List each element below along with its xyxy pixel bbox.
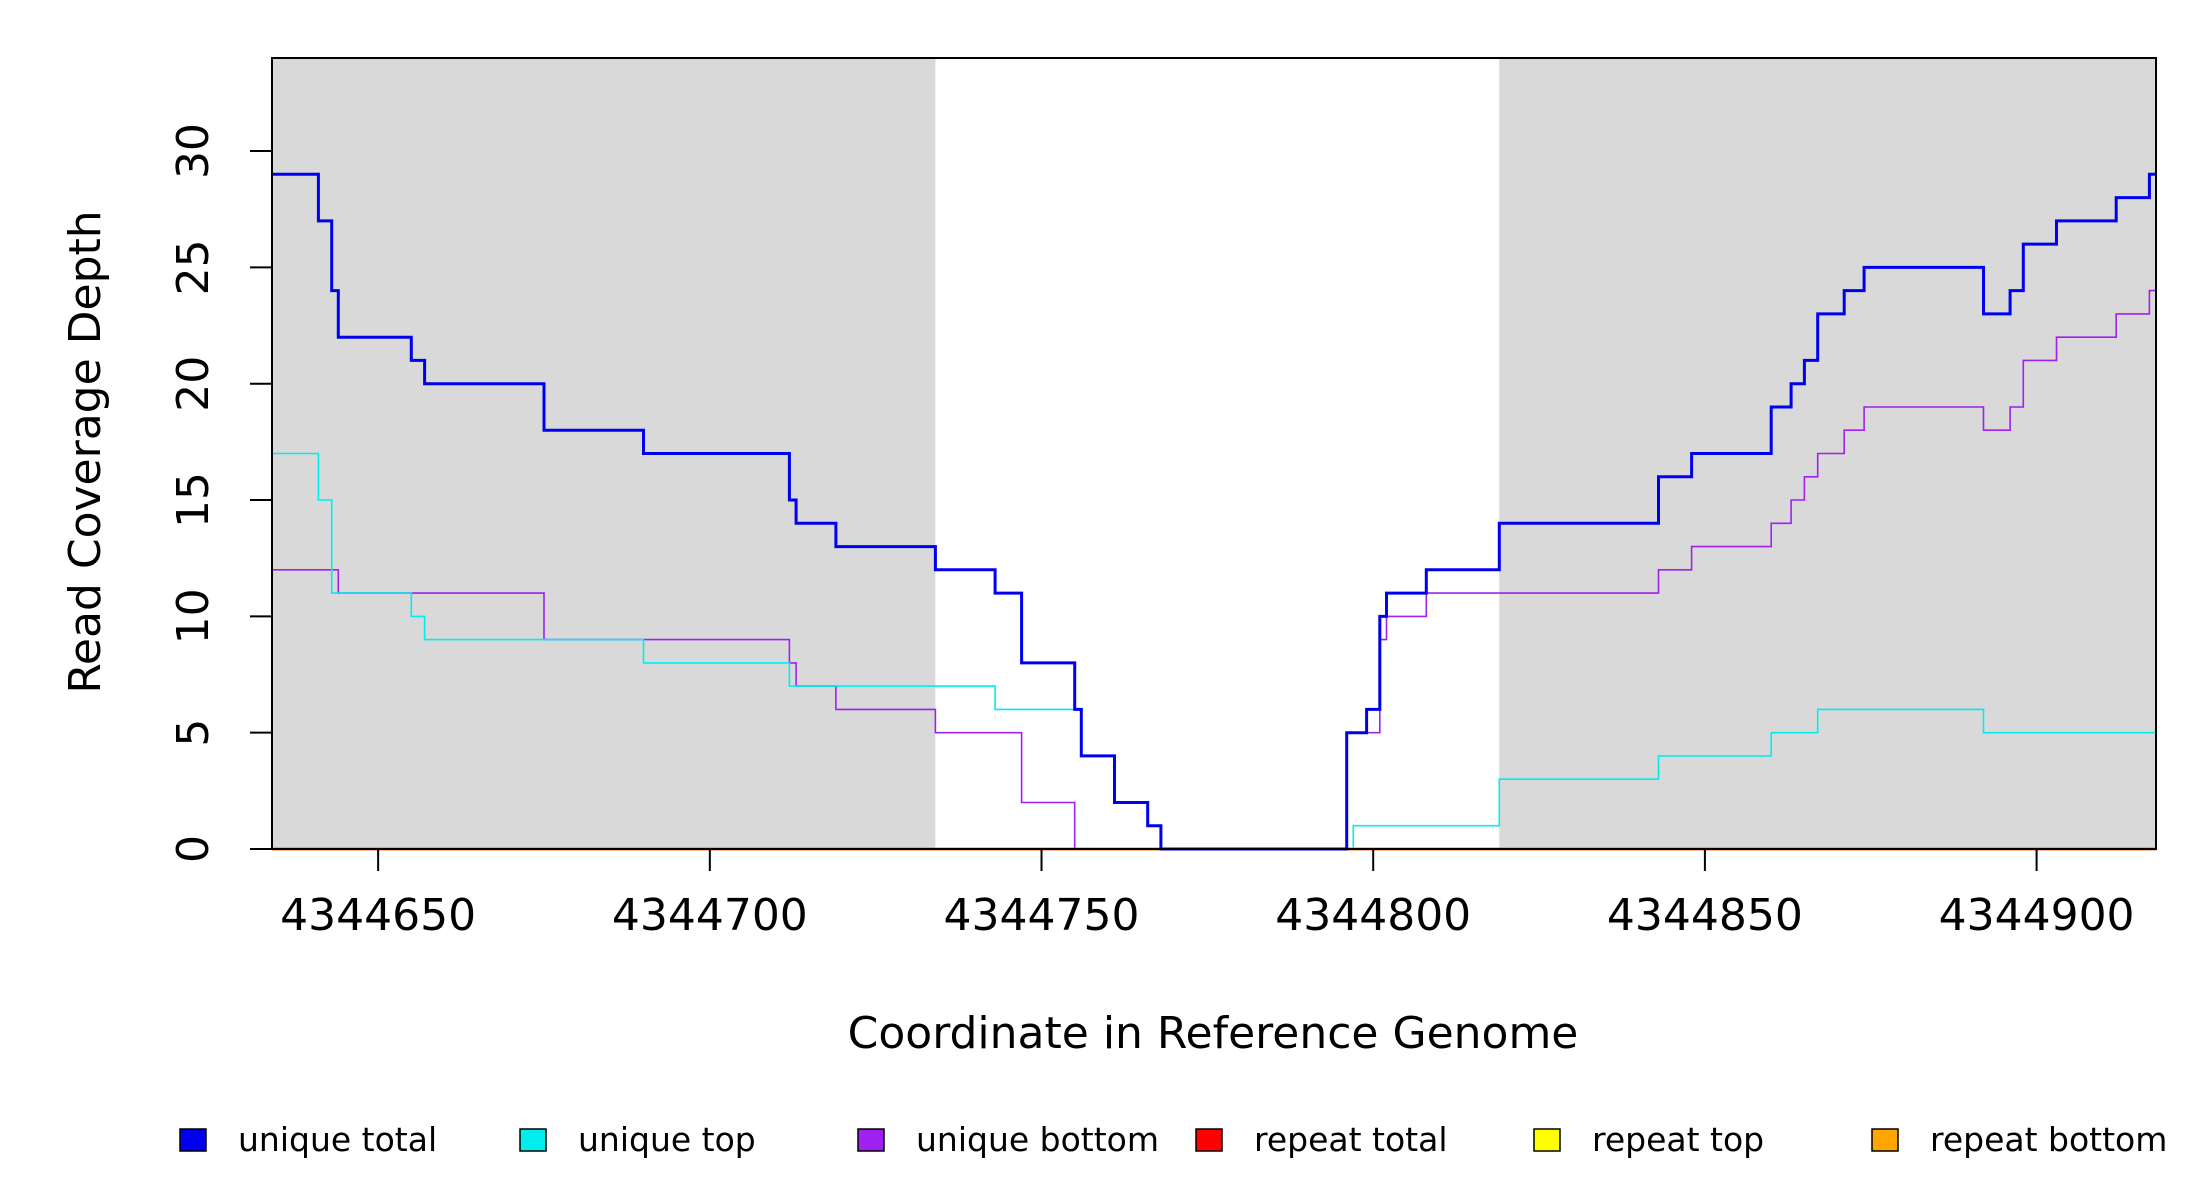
legend-swatch-unique-total: [179, 1128, 207, 1152]
legend-label-unique-bottom: unique bottom: [916, 1120, 1159, 1159]
y-tick-label: 10: [168, 588, 219, 644]
legend-swatch-unique-top: [519, 1128, 547, 1152]
shaded-region-0: [272, 58, 936, 849]
x-tick-label: 4344900: [1939, 890, 2135, 941]
y-tick-label: 5: [168, 719, 219, 747]
y-tick-label: 15: [168, 472, 219, 528]
plot-frame: [271, 57, 2157, 850]
legend-swatch-unique-bottom: [857, 1128, 885, 1152]
x-tick-label: 4344850: [1607, 890, 1803, 941]
legend-swatch-repeat-top: [1533, 1128, 1561, 1152]
y-tick-label: 20: [168, 356, 219, 412]
legend-label-repeat-top: repeat top: [1592, 1120, 1764, 1159]
legend-swatch-repeat-total: [1195, 1128, 1223, 1152]
y-tick-label: 25: [168, 239, 219, 295]
legend-label-unique-total: unique total: [238, 1120, 437, 1159]
x-axis-title: Coordinate in Reference Genome: [848, 1008, 1579, 1059]
y-tick-label: 30: [168, 123, 219, 179]
y-tick-label: 0: [168, 835, 219, 863]
y-axis: 0 5 10 15 20 25 30: [168, 123, 272, 863]
y-axis-title: Read Coverage Depth: [60, 210, 111, 693]
x-tick-label: 4344750: [944, 890, 1140, 941]
shaded-regions: [272, 58, 2156, 849]
x-axis: 4344650 4344700 4344750 4344800 4344850 43449…: [280, 849, 2135, 941]
x-tick-label: 4344650: [280, 890, 476, 941]
legend-label-unique-top: unique top: [578, 1120, 756, 1159]
x-tick-label: 4344700: [612, 890, 808, 941]
legend: unique total unique top unique bottom repea…: [179, 1120, 2167, 1159]
legend-swatch-repeat-bottom: [1871, 1128, 1899, 1152]
x-tick-label: 4344800: [1275, 890, 1471, 941]
legend-label-repeat-total: repeat total: [1254, 1120, 1448, 1159]
series-unique-total: [272, 172, 2156, 851]
legend-label-repeat-bottom: repeat bottom: [1930, 1120, 2167, 1159]
